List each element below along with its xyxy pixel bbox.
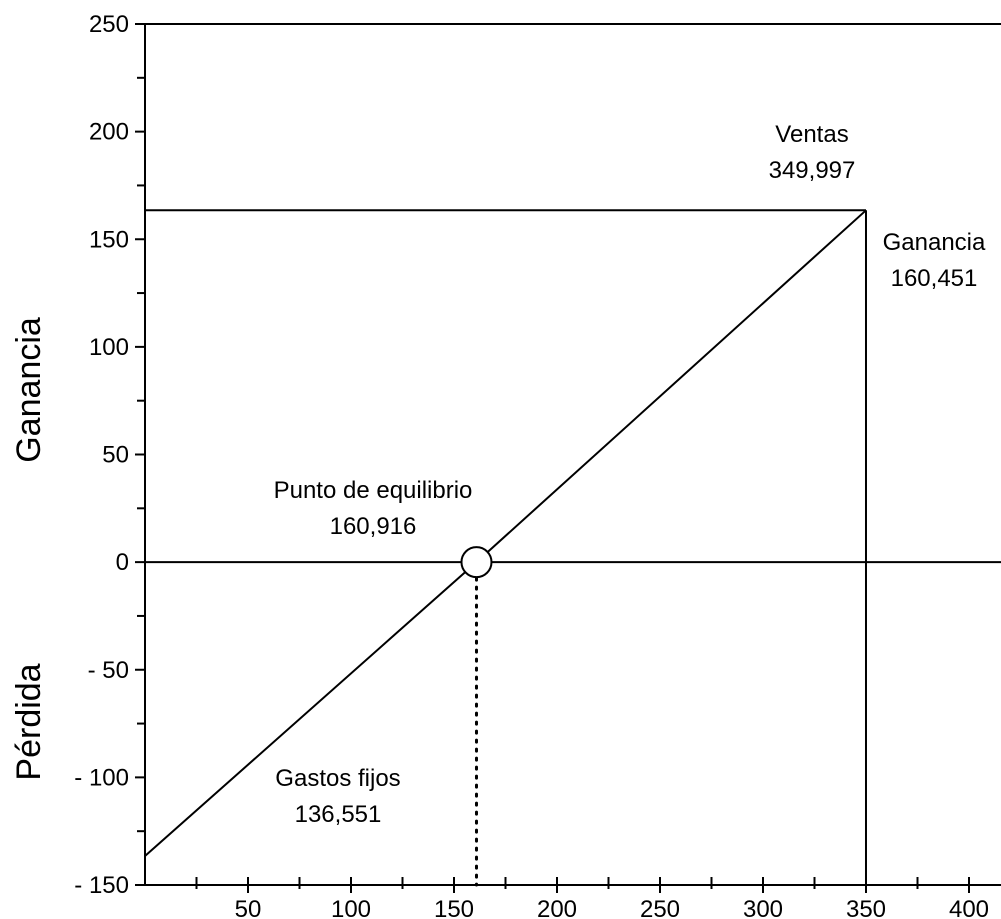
equilibrio-value: 160,916 (330, 513, 417, 540)
x-tick-label: 300 (743, 896, 783, 919)
y-tick-label: 200 (89, 119, 129, 146)
y-axis-title-ganancia: Ganancia (10, 317, 48, 463)
y-tick-label: 150 (89, 226, 129, 253)
x-tick-label: 400 (949, 896, 989, 919)
y-tick-label: - 150 (74, 872, 129, 899)
y-tick-label: 100 (89, 334, 129, 361)
ganancia-value: 160,451 (891, 265, 978, 292)
plot-frame (144, 23, 1001, 886)
ganancia-label: Ganancia (883, 229, 986, 256)
x-axis-ticks: 50 100 150 200 250 300 350 400 (195, 877, 989, 919)
x-tick-label: 350 (846, 896, 886, 919)
chart-marks (144, 209, 867, 887)
x-tick-label: 250 (640, 896, 680, 919)
y-tick-label: 0 (116, 549, 129, 576)
x-tick-label: 100 (331, 896, 371, 919)
gastos-fijos-value: 136,551 (295, 801, 382, 828)
gastos-fijos-label: Gastos fijos (275, 765, 400, 792)
x-tick-label: 150 (434, 896, 474, 919)
ventas-value: 349,997 (769, 157, 856, 184)
y-axis-title-perdida: Pérdida (10, 663, 48, 780)
y-axis-ticks: 250 200 150 100 50 0 - 50 - 100 - 150 (74, 11, 145, 899)
equilibrio-label: Punto de equilibrio (274, 477, 473, 504)
profit-line (144, 209, 867, 857)
ventas-label: Ventas (775, 121, 848, 148)
y-tick-label: - 100 (74, 764, 129, 791)
x-tick-label: 200 (537, 896, 577, 919)
y-tick-label: 50 (102, 442, 129, 469)
y-tick-label: 250 (89, 11, 129, 38)
x-tick-label: 50 (235, 896, 262, 919)
breakeven-marker (460, 546, 493, 579)
y-tick-label: - 50 (88, 657, 129, 684)
